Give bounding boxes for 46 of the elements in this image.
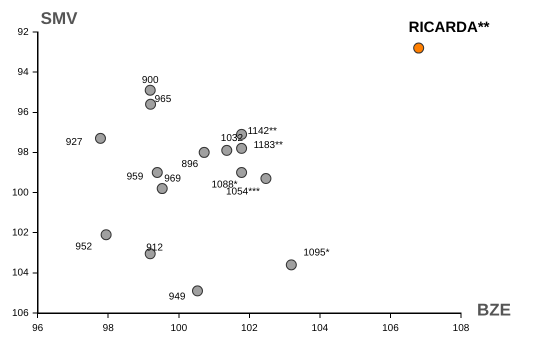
annotation: 896	[182, 159, 199, 170]
point	[144, 84, 156, 96]
annotation: 965	[154, 94, 172, 106]
annotation: 1142**	[248, 126, 277, 138]
x-tick-label: 106	[382, 322, 400, 334]
point	[413, 42, 424, 54]
annotation: 912	[146, 242, 164, 254]
point	[192, 285, 203, 296]
y-tick-label: 102	[12, 227, 30, 238]
y-tick-label: 94	[18, 66, 30, 78]
x-tick-label: 96	[32, 322, 44, 334]
point	[236, 167, 248, 178]
x-tick-label: 102	[241, 322, 258, 334]
y-tick-label: 98	[18, 147, 30, 158]
annotation: 900	[142, 74, 159, 86]
x-tick-label: 104	[312, 322, 329, 334]
y-tick-label: 106	[12, 308, 30, 319]
annotation: 969	[164, 173, 182, 184]
annotation: 1054***	[226, 186, 260, 198]
y-tick-label: 92	[18, 26, 30, 38]
x-tick-label: 108	[452, 322, 470, 334]
annotation: 927	[66, 137, 83, 148]
annotation: 1095*	[303, 248, 330, 259]
point	[152, 167, 163, 178]
annotation: 952	[75, 241, 93, 252]
point	[260, 173, 272, 184]
annotation: 959	[126, 171, 144, 182]
y-tick-label: 100	[12, 187, 30, 198]
point	[94, 132, 106, 144]
point	[156, 183, 168, 194]
annotation: 1032	[220, 133, 244, 144]
y-axis-title: SMV	[40, 9, 78, 28]
x-tick-label: 100	[170, 322, 188, 334]
annotation: 1183**	[254, 140, 283, 152]
point	[145, 98, 156, 110]
point	[198, 146, 210, 158]
y-tick-label: 96	[18, 107, 30, 118]
x-axis-title: BZE	[477, 300, 511, 320]
x-tick-label: 98	[102, 322, 114, 334]
point	[286, 259, 297, 270]
annotation: 949	[168, 292, 186, 303]
y-tick-label: 104	[12, 268, 30, 279]
point	[221, 144, 232, 156]
point	[100, 229, 112, 240]
point	[236, 142, 248, 154]
series-label: RICARDA**	[408, 19, 490, 36]
